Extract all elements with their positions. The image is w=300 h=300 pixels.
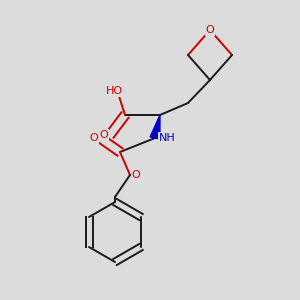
Text: NH: NH [159,133,176,143]
Text: HO: HO [105,86,123,96]
Polygon shape [150,115,160,139]
Text: O: O [206,25,214,35]
Text: O: O [90,133,98,143]
Text: O: O [100,130,108,140]
Text: O: O [132,170,140,180]
